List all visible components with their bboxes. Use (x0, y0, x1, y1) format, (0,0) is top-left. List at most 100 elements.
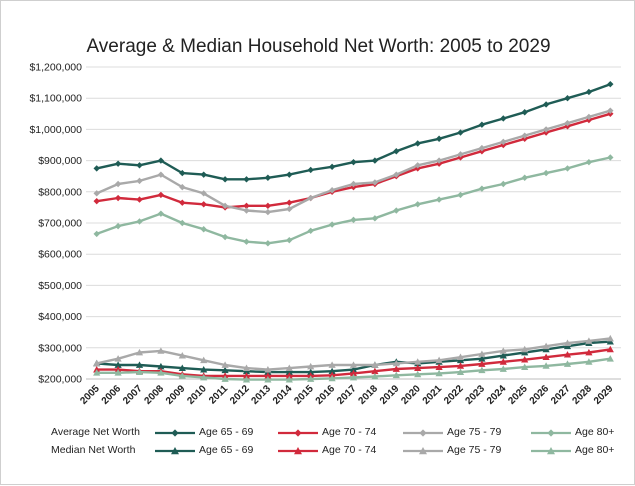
data-point (521, 109, 528, 116)
data-point (264, 376, 272, 383)
data-point (307, 227, 314, 234)
data-point (285, 368, 293, 376)
x-tick-label: 2013 (250, 383, 274, 407)
data-point (456, 353, 465, 361)
data-point (457, 151, 464, 158)
data-point (242, 364, 251, 371)
data-point (264, 202, 272, 210)
data-point (392, 365, 400, 372)
data-point (499, 365, 507, 372)
data-point (243, 238, 250, 245)
chart-title: Average & Median Household Net Worth: 20… (86, 36, 551, 57)
data-point (114, 160, 122, 167)
data-point (264, 208, 272, 216)
data-point (371, 372, 379, 380)
y-tick-label: $900,000 (38, 155, 82, 167)
data-point (286, 236, 293, 244)
data-point (157, 157, 165, 164)
data-point (136, 196, 143, 203)
data-point (563, 339, 572, 346)
data-point (435, 363, 443, 371)
data-point (328, 361, 336, 368)
x-tick-label: 2018 (357, 383, 381, 407)
y-tick-label: $1,000,000 (29, 124, 82, 136)
data-point (93, 369, 101, 376)
data-point (349, 373, 358, 381)
data-point (542, 342, 550, 350)
data-point (328, 187, 336, 194)
data-point (307, 375, 315, 382)
x-tick-label: 2010 (185, 383, 209, 407)
data-point (371, 215, 379, 222)
data-point (136, 218, 143, 225)
data-point (456, 362, 465, 369)
data-point (200, 201, 207, 208)
data-point (393, 171, 400, 178)
data-point (200, 226, 207, 233)
data-point (457, 191, 464, 199)
x-tick-label: 2019 (378, 383, 402, 407)
data-point (179, 183, 186, 191)
data-point (328, 221, 336, 228)
data-point (285, 364, 293, 371)
x-tick-label: 2024 (485, 383, 509, 407)
data-point (478, 121, 486, 128)
data-point (435, 157, 443, 164)
x-tick-label: 2011 (207, 383, 230, 406)
data-point (350, 180, 357, 188)
data-point (114, 361, 122, 368)
data-point (200, 373, 208, 381)
x-tick-label: 2014 (271, 383, 295, 407)
data-point (500, 138, 507, 146)
data-point (563, 360, 572, 367)
data-point (114, 194, 122, 202)
data-point (200, 356, 208, 364)
data-point (328, 163, 336, 171)
data-point (478, 366, 486, 374)
data-point (114, 355, 122, 362)
data-point (371, 367, 379, 375)
x-tick-label: 2025 (506, 383, 530, 407)
data-point (93, 359, 101, 367)
x-tick-label: 2026 (528, 383, 552, 407)
data-point (93, 165, 100, 172)
data-point (286, 205, 293, 213)
data-point (414, 358, 422, 365)
data-point (585, 158, 593, 166)
data-point (392, 371, 400, 379)
data-point (542, 362, 550, 369)
data-point (136, 162, 143, 169)
data-point (114, 222, 122, 230)
data-point (564, 165, 571, 172)
y-tick-label: $1,200,000 (29, 62, 82, 74)
data-point (242, 372, 251, 379)
data-point (607, 80, 614, 88)
data-point (564, 119, 571, 127)
data-point (606, 334, 614, 342)
data-point (607, 154, 614, 161)
x-tick-label: 2029 (592, 383, 616, 407)
data-point (585, 358, 593, 365)
y-tick-label: $600,000 (38, 249, 82, 261)
data-point (135, 361, 144, 368)
data-point (435, 369, 443, 377)
data-point (178, 352, 186, 359)
data-point (200, 171, 207, 178)
data-point (606, 345, 614, 353)
y-tick-label: $1,100,000 (29, 93, 82, 105)
data-point (542, 169, 550, 177)
y-tick-label: $800,000 (38, 186, 82, 198)
data-point (328, 374, 336, 382)
y-tick-label: $700,000 (38, 218, 82, 230)
data-point (157, 362, 165, 370)
data-point (264, 174, 272, 181)
x-tick-label: 2020 (399, 383, 423, 407)
data-point (243, 202, 250, 210)
data-point (435, 356, 443, 364)
data-point (350, 158, 357, 166)
data-point (371, 157, 379, 164)
data-point (179, 219, 186, 227)
y-tick-label: $200,000 (38, 374, 82, 386)
